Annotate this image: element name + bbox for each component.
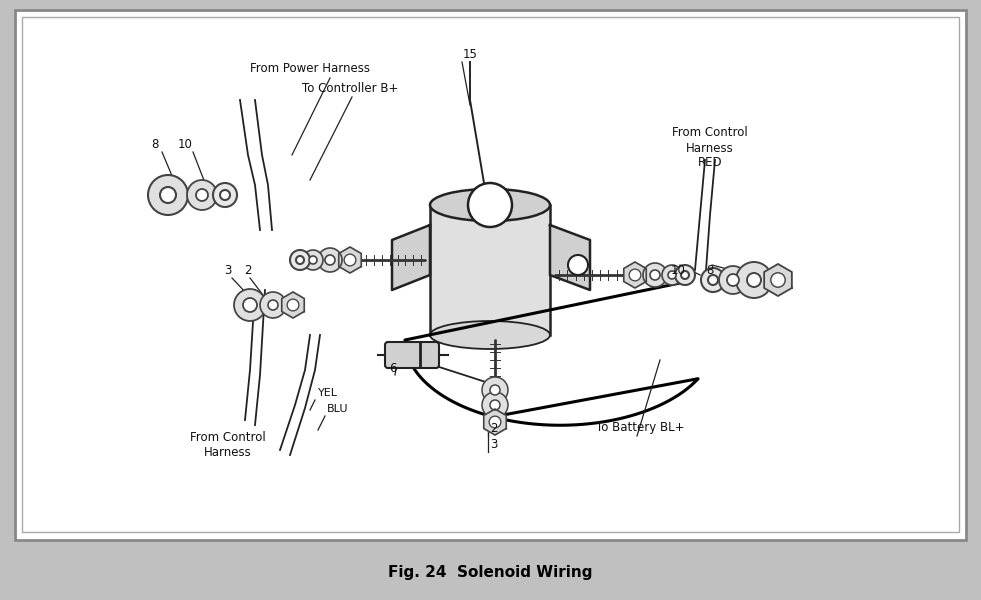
FancyBboxPatch shape — [385, 342, 439, 368]
Circle shape — [243, 298, 257, 312]
Circle shape — [234, 289, 266, 321]
Text: 10: 10 — [178, 139, 192, 151]
Polygon shape — [550, 225, 590, 290]
Circle shape — [662, 265, 682, 285]
FancyBboxPatch shape — [15, 10, 966, 540]
Circle shape — [736, 262, 772, 298]
Text: From Control
Harness
RED: From Control Harness RED — [672, 127, 748, 169]
Circle shape — [160, 187, 176, 203]
Ellipse shape — [430, 189, 550, 221]
Circle shape — [643, 263, 667, 287]
Circle shape — [629, 269, 641, 281]
Circle shape — [148, 175, 188, 215]
Circle shape — [719, 266, 747, 294]
Text: From Power Harness: From Power Harness — [250, 61, 370, 74]
Circle shape — [681, 271, 689, 279]
Circle shape — [568, 255, 588, 275]
Circle shape — [213, 183, 237, 207]
Circle shape — [675, 265, 695, 285]
Circle shape — [771, 273, 785, 287]
Circle shape — [220, 190, 230, 200]
Text: Fig. 24  Solenoid Wiring: Fig. 24 Solenoid Wiring — [387, 565, 593, 580]
Text: 6: 6 — [389, 361, 396, 374]
Circle shape — [482, 377, 508, 403]
Ellipse shape — [430, 321, 550, 349]
Text: 3: 3 — [490, 439, 497, 451]
Circle shape — [668, 271, 676, 279]
Circle shape — [318, 248, 342, 272]
Text: 10: 10 — [671, 263, 686, 277]
Circle shape — [290, 250, 310, 270]
Circle shape — [196, 189, 208, 201]
Polygon shape — [338, 247, 361, 273]
Text: 3: 3 — [225, 263, 232, 277]
Circle shape — [268, 300, 278, 310]
Polygon shape — [484, 409, 506, 435]
Circle shape — [490, 385, 500, 395]
Text: From Control
Harness: From Control Harness — [190, 431, 266, 459]
Text: 15: 15 — [463, 49, 478, 61]
Text: 8: 8 — [151, 139, 159, 151]
Circle shape — [650, 270, 660, 280]
Circle shape — [708, 275, 718, 285]
Text: 2: 2 — [244, 263, 252, 277]
Circle shape — [490, 400, 500, 410]
Circle shape — [260, 292, 286, 318]
Circle shape — [468, 183, 512, 227]
FancyBboxPatch shape — [22, 17, 959, 532]
Circle shape — [325, 255, 335, 265]
Text: BLU: BLU — [327, 404, 348, 414]
FancyBboxPatch shape — [430, 205, 550, 335]
Circle shape — [187, 180, 217, 210]
Circle shape — [482, 392, 508, 418]
Text: To Controller B+: To Controller B+ — [302, 82, 398, 94]
Circle shape — [287, 299, 299, 311]
Circle shape — [701, 268, 725, 292]
Circle shape — [296, 256, 304, 264]
Polygon shape — [392, 225, 430, 290]
Circle shape — [747, 273, 761, 287]
Polygon shape — [282, 292, 304, 318]
Circle shape — [490, 416, 501, 428]
Circle shape — [303, 250, 323, 270]
Text: YEL: YEL — [318, 388, 338, 398]
Circle shape — [309, 256, 317, 264]
Polygon shape — [624, 262, 646, 288]
Circle shape — [727, 274, 739, 286]
Text: 2: 2 — [490, 421, 497, 434]
Text: To Battery BL+: To Battery BL+ — [595, 421, 685, 434]
Circle shape — [344, 254, 356, 266]
Polygon shape — [764, 264, 792, 296]
Text: 8: 8 — [706, 263, 714, 277]
